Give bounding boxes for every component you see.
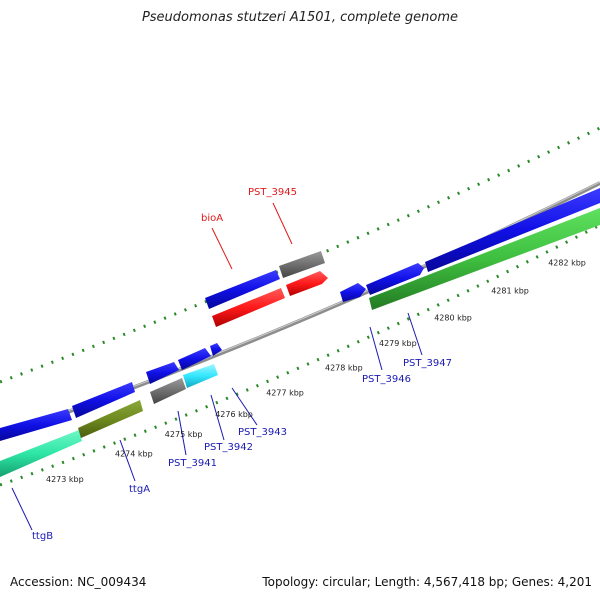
cds-reverse-long <box>369 208 600 310</box>
tick-labels: 4273 kbp 4274 kbp 4275 kbp 4276 kbp 4277 kbp… <box>46 258 586 484</box>
tick-label: 4277 kbp <box>266 389 304 398</box>
cds-PST_3945-pseudo <box>279 251 325 278</box>
tick-label: 4281 kbp <box>491 287 529 296</box>
cds-ttgB <box>0 430 82 477</box>
cds-bioA <box>212 288 285 327</box>
tick-label: 4279 kbp <box>379 339 417 348</box>
genome-summary-text: Topology: circular; Length: 4,567,418 bp… <box>262 575 592 589</box>
tick-label: 4282 kbp <box>548 258 586 267</box>
tick-label: 4280 kbp <box>434 314 472 323</box>
cds-left-forward <box>0 409 72 441</box>
gene-label-ttga: ttgA <box>129 484 150 495</box>
cds-bioA-forward <box>205 270 280 309</box>
tick-label: 4276 kbp <box>215 410 253 419</box>
cds-forward-small <box>340 283 366 302</box>
gene-label-pst-3943: PST_3943 <box>238 427 287 438</box>
cds-PST_3942-other <box>183 364 218 388</box>
cds-ttgA <box>78 400 143 438</box>
cds-left-forward-2 <box>72 382 135 418</box>
genome-backbone <box>0 181 600 438</box>
map-title: Pseudomonas stutzeri A1501, complete gen… <box>141 10 459 25</box>
gene-label-bioa: bioA <box>201 213 223 224</box>
cds-PST_3945 <box>286 271 328 296</box>
gene-label-pst-3945: PST_3945 <box>248 187 297 198</box>
gene-label-pst-3947: PST_3947 <box>403 358 452 369</box>
gene-label-ttgb: ttgB <box>32 531 53 542</box>
cds-forward <box>366 263 424 295</box>
tick-label: 4273 kbp <box>46 475 84 484</box>
cds-PST_3943 <box>178 348 211 370</box>
gene-labels: ttgB ttgA PST_3941 PST_3942 PST_3943 PST_3946… <box>32 187 452 542</box>
tick-label: 4274 kbp <box>115 449 153 458</box>
gene-label-pst-3942: PST_3942 <box>204 442 253 453</box>
cds-PST_3941 <box>150 378 186 404</box>
cds-forward-long <box>425 188 600 272</box>
gene-label-pst-3941: PST_3941 <box>168 458 217 469</box>
gene-label-pst-3946: PST_3946 <box>362 374 411 385</box>
cds-PST_3942 <box>146 362 179 384</box>
cds-tiny-forward <box>210 343 222 356</box>
label-leaders <box>11 202 423 531</box>
tick-label: 4278 kbp <box>325 363 363 372</box>
accession-text: Accession: NC_009434 <box>10 575 147 589</box>
tick-label: 4275 kbp <box>165 430 203 439</box>
